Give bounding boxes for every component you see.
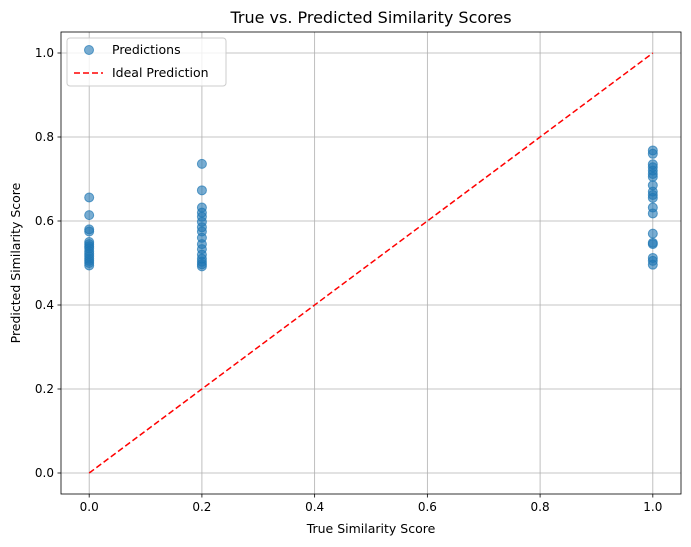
- x-tick-label: 0.8: [531, 500, 550, 514]
- x-axis-ticks: 0.0 0.2 0.4 0.6 0.8 1.0: [80, 494, 662, 514]
- prediction-point: [84, 192, 95, 203]
- x-axis-label: True Similarity Score: [306, 521, 436, 536]
- legend-box: [66, 37, 227, 87]
- y-tick-label: 0.6: [35, 214, 54, 228]
- y-axis-ticks: 0.0 0.2 0.4 0.6 0.8 1.0: [35, 46, 61, 480]
- y-tick-label: 0.2: [35, 382, 54, 396]
- prediction-point: [84, 210, 95, 221]
- legend-predictions-label: Predictions: [112, 42, 181, 57]
- y-tick-label: 0.0: [35, 466, 54, 480]
- prediction-point: [196, 158, 207, 169]
- legend: Predictions Ideal Prediction: [66, 37, 227, 87]
- y-tick-label: 0.4: [35, 298, 54, 312]
- prediction-point: [196, 185, 207, 196]
- y-tick-label: 1.0: [35, 46, 54, 60]
- chart-title: True vs. Predicted Similarity Scores: [229, 8, 511, 27]
- prediction-point: [647, 171, 658, 182]
- x-tick-label: 0.6: [418, 500, 437, 514]
- ideal-prediction-line: [88, 52, 654, 474]
- y-tick-label: 0.8: [35, 130, 54, 144]
- x-tick-label: 1.0: [643, 500, 662, 514]
- x-tick-label: 0.2: [192, 500, 211, 514]
- prediction-points: [84, 145, 658, 272]
- prediction-point: [84, 226, 95, 237]
- prediction-point: [647, 228, 658, 239]
- prediction-point: [84, 260, 95, 271]
- x-tick-label: 0.0: [80, 500, 99, 514]
- prediction-point: [647, 239, 658, 250]
- legend-predictions-marker: [84, 45, 94, 55]
- x-tick-label: 0.4: [305, 500, 324, 514]
- prediction-point: [647, 148, 658, 159]
- legend-ideal-label: Ideal Prediction: [112, 65, 209, 80]
- prediction-point: [196, 261, 207, 272]
- prediction-point: [647, 208, 658, 219]
- y-axis-label: Predicted Similarity Score: [8, 182, 23, 343]
- prediction-point: [647, 192, 658, 203]
- prediction-point: [647, 259, 658, 270]
- plot-frame: [60, 31, 682, 495]
